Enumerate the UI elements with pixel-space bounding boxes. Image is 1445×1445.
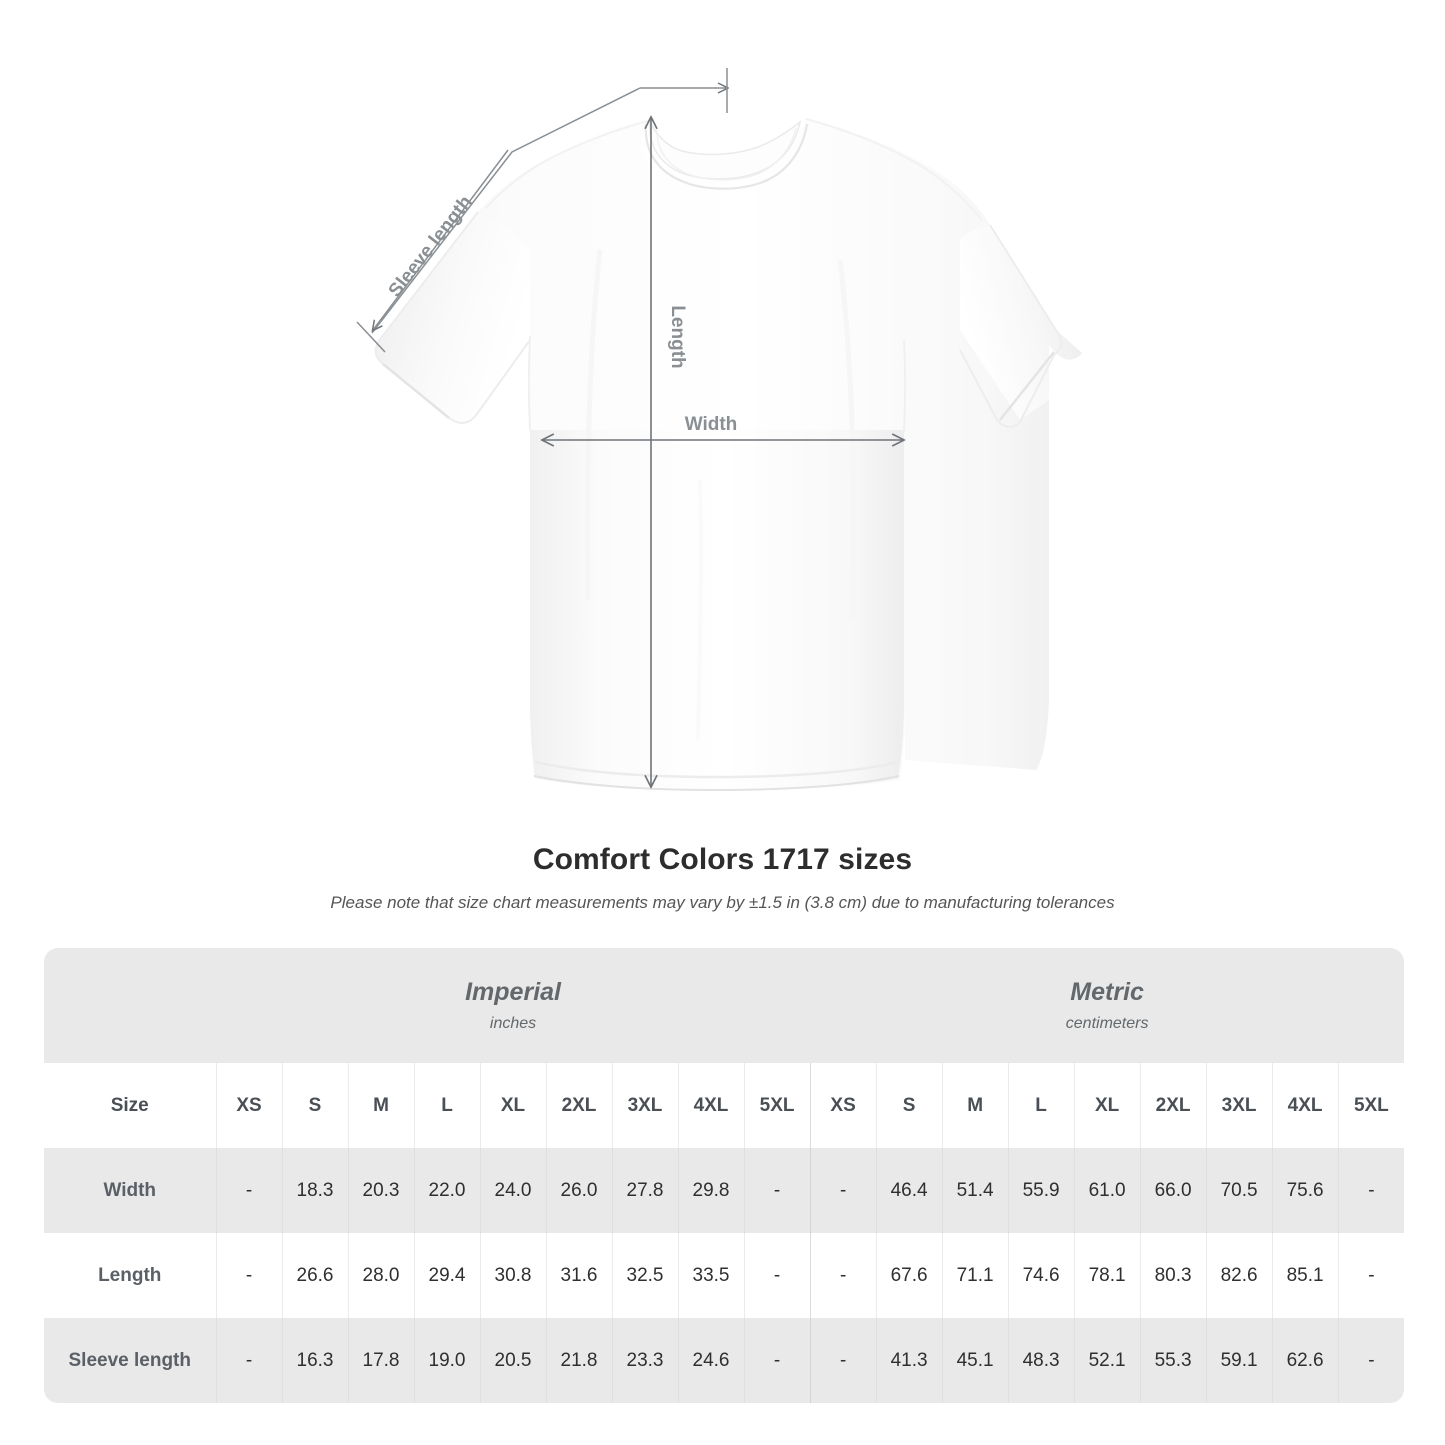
cell-sleeve-length-metric-3xl: 59.1 [1205, 1318, 1273, 1403]
unit-header-spacer [44, 948, 216, 1063]
size-header-metric-xs: XS [809, 1063, 877, 1148]
cell-width-imperial-2xl: 26.0 [545, 1148, 612, 1233]
cell-sleeve-length-imperial-m: 17.8 [347, 1318, 414, 1403]
cell-sleeve-length-imperial-xs: - [215, 1318, 282, 1403]
cell-sleeve-length-metric-xs: - [809, 1318, 877, 1403]
cell-sleeve-length-metric-2xl: 55.3 [1139, 1318, 1207, 1403]
width-label: Width [685, 414, 738, 435]
cell-length-imperial-l: 29.4 [413, 1233, 480, 1318]
cell-sleeve-length-imperial-2xl: 21.8 [545, 1318, 612, 1403]
cell-sleeve-length-metric-l: 48.3 [1007, 1318, 1075, 1403]
table-row: Sleeve length -16.3 17.8 19.0 20.5 21.8 23.3 24… [44, 1318, 1405, 1403]
cell-width-metric-5xl: - [1337, 1148, 1405, 1233]
cell-width-metric-xs: - [809, 1148, 877, 1233]
size-header-metric-m: M [941, 1063, 1009, 1148]
tshirt-diagram: Sleeve length Length Width [356, 68, 1082, 792]
unit-section-metric: Metric centimeters [810, 948, 1405, 1063]
row-label-width: Width [44, 1148, 216, 1233]
cell-width-imperial-5xl: - [743, 1148, 811, 1233]
tolerance-note: Please note that size chart measurements… [330, 893, 1115, 912]
cell-width-imperial-3xl: 27.8 [611, 1148, 678, 1233]
cell-width-imperial-l: 22.0 [413, 1148, 480, 1233]
cell-length-imperial-m: 28.0 [347, 1233, 414, 1318]
cell-width-metric-xl: 61.0 [1073, 1148, 1141, 1233]
cell-sleeve-length-metric-m: 45.1 [941, 1318, 1009, 1403]
size-header-metric-4xl: 4XL [1271, 1063, 1339, 1148]
cell-length-metric-xl: 78.1 [1073, 1233, 1141, 1318]
unit-name-imperial: Imperial [465, 977, 561, 1006]
cell-sleeve-length-imperial-l: 19.0 [413, 1318, 480, 1403]
size-header-metric-2xl: 2XL [1139, 1063, 1207, 1148]
cell-length-imperial-4xl: 33.5 [677, 1233, 744, 1318]
cell-width-imperial-xl: 24.0 [479, 1148, 546, 1233]
tshirt-silhouette [374, 118, 1082, 792]
unit-header-row: Imperial inches Metric centimeters [44, 948, 1405, 1063]
cell-length-imperial-s: 26.6 [281, 1233, 348, 1318]
size-header-imperial-xl: XL [479, 1063, 546, 1148]
cell-sleeve-length-metric-s: 41.3 [875, 1318, 943, 1403]
size-header-metric-s: S [875, 1063, 943, 1148]
page-title: Comfort Colors 1717 sizes [532, 843, 913, 876]
cell-sleeve-length-imperial-3xl: 23.3 [611, 1318, 678, 1403]
size-header-imperial-m: M [347, 1063, 414, 1148]
cell-length-metric-s: 67.6 [875, 1233, 943, 1318]
cell-length-metric-3xl: 82.6 [1205, 1233, 1273, 1318]
cell-sleeve-length-imperial-s: 16.3 [281, 1318, 348, 1403]
table-row: Width -18.3 20.3 22.0 24.0 26.0 27.8 29.8- -46.4… [44, 1148, 1405, 1233]
size-header-metric-l: L [1007, 1063, 1075, 1148]
cell-width-metric-2xl: 66.0 [1139, 1148, 1207, 1233]
cell-sleeve-length-metric-xl: 52.1 [1073, 1318, 1141, 1403]
cell-width-imperial-s: 18.3 [281, 1148, 348, 1233]
size-header-imperial-xs: XS [215, 1063, 282, 1148]
cell-width-metric-l: 55.9 [1007, 1148, 1075, 1233]
cell-width-metric-4xl: 75.6 [1271, 1148, 1339, 1233]
cell-length-metric-4xl: 85.1 [1271, 1233, 1339, 1318]
cell-width-metric-3xl: 70.5 [1205, 1148, 1273, 1233]
size-column-header: Size [44, 1063, 216, 1148]
cell-length-imperial-3xl: 32.5 [611, 1233, 678, 1318]
size-header-imperial-2xl: 2XL [545, 1063, 612, 1148]
cell-length-metric-m: 71.1 [941, 1233, 1009, 1318]
table-row: Length -26.6 28.0 29.4 30.8 31.6 32.5 33.5- -67.… [44, 1233, 1405, 1318]
cell-width-imperial-m: 20.3 [347, 1148, 414, 1233]
cell-length-metric-5xl: - [1337, 1233, 1405, 1318]
sleeve-length-annotation [356, 68, 727, 353]
cell-sleeve-length-metric-4xl: 62.6 [1271, 1318, 1339, 1403]
size-table: Imperial inches Metric centimeters Size … [44, 948, 1405, 1403]
row-label-length: Length [44, 1233, 216, 1318]
size-header-imperial-5xl: 5XL [743, 1063, 811, 1148]
size-header-metric-5xl: 5XL [1337, 1063, 1405, 1148]
size-header-imperial-4xl: 4XL [677, 1063, 744, 1148]
size-header-imperial-l: L [413, 1063, 480, 1148]
size-header-imperial-3xl: 3XL [611, 1063, 678, 1148]
cell-length-metric-l: 74.6 [1007, 1233, 1075, 1318]
cell-length-imperial-xs: - [215, 1233, 282, 1318]
cell-length-imperial-xl: 30.8 [479, 1233, 546, 1318]
size-header-metric-3xl: 3XL [1205, 1063, 1273, 1148]
length-label: Length [667, 305, 688, 368]
size-chart-table: Imperial inches Metric centimeters Size … [44, 948, 1405, 1403]
cell-sleeve-length-imperial-5xl: - [743, 1318, 811, 1403]
cell-width-imperial-xs: - [215, 1148, 282, 1233]
unit-sub-imperial: inches [489, 1014, 537, 1032]
size-header-row: Size XS S M L XL 2XL 3XL 4XL 5XL XS S M L XL 2XL 3XL 4XL… [44, 1063, 1405, 1148]
cell-length-imperial-2xl: 31.6 [545, 1233, 612, 1318]
cell-width-metric-m: 51.4 [941, 1148, 1009, 1233]
chart-heading: Comfort Colors 1717 sizes Please note th… [0, 840, 1445, 915]
unit-name-metric: Metric [1070, 977, 1144, 1006]
cell-sleeve-length-imperial-4xl: 24.6 [677, 1318, 744, 1403]
cell-width-imperial-4xl: 29.8 [677, 1148, 744, 1233]
cell-length-metric-xs: - [809, 1233, 877, 1318]
cell-length-imperial-5xl: - [743, 1233, 811, 1318]
unit-sub-metric: centimeters [1065, 1014, 1149, 1032]
cell-sleeve-length-imperial-xl: 20.5 [479, 1318, 546, 1403]
size-header-imperial-s: S [281, 1063, 348, 1148]
cell-length-metric-2xl: 80.3 [1139, 1233, 1207, 1318]
size-header-metric-xl: XL [1073, 1063, 1141, 1148]
cell-sleeve-length-metric-5xl: - [1337, 1318, 1405, 1403]
cell-width-metric-s: 46.4 [875, 1148, 943, 1233]
unit-section-imperial: Imperial inches [216, 948, 811, 1063]
row-label-sleeve-length: Sleeve length [44, 1318, 216, 1403]
